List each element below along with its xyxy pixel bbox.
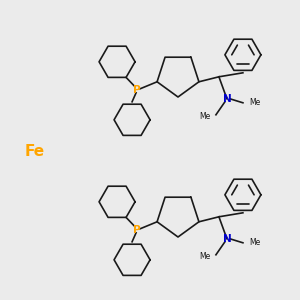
Text: P: P [133, 85, 141, 95]
Text: N: N [223, 94, 231, 104]
Text: Fe: Fe [25, 145, 45, 160]
Text: Me: Me [249, 98, 260, 107]
Text: Me: Me [249, 238, 260, 247]
Text: Me: Me [200, 252, 211, 261]
Text: P: P [133, 225, 141, 235]
Text: N: N [223, 234, 231, 244]
Text: Me: Me [200, 112, 211, 121]
